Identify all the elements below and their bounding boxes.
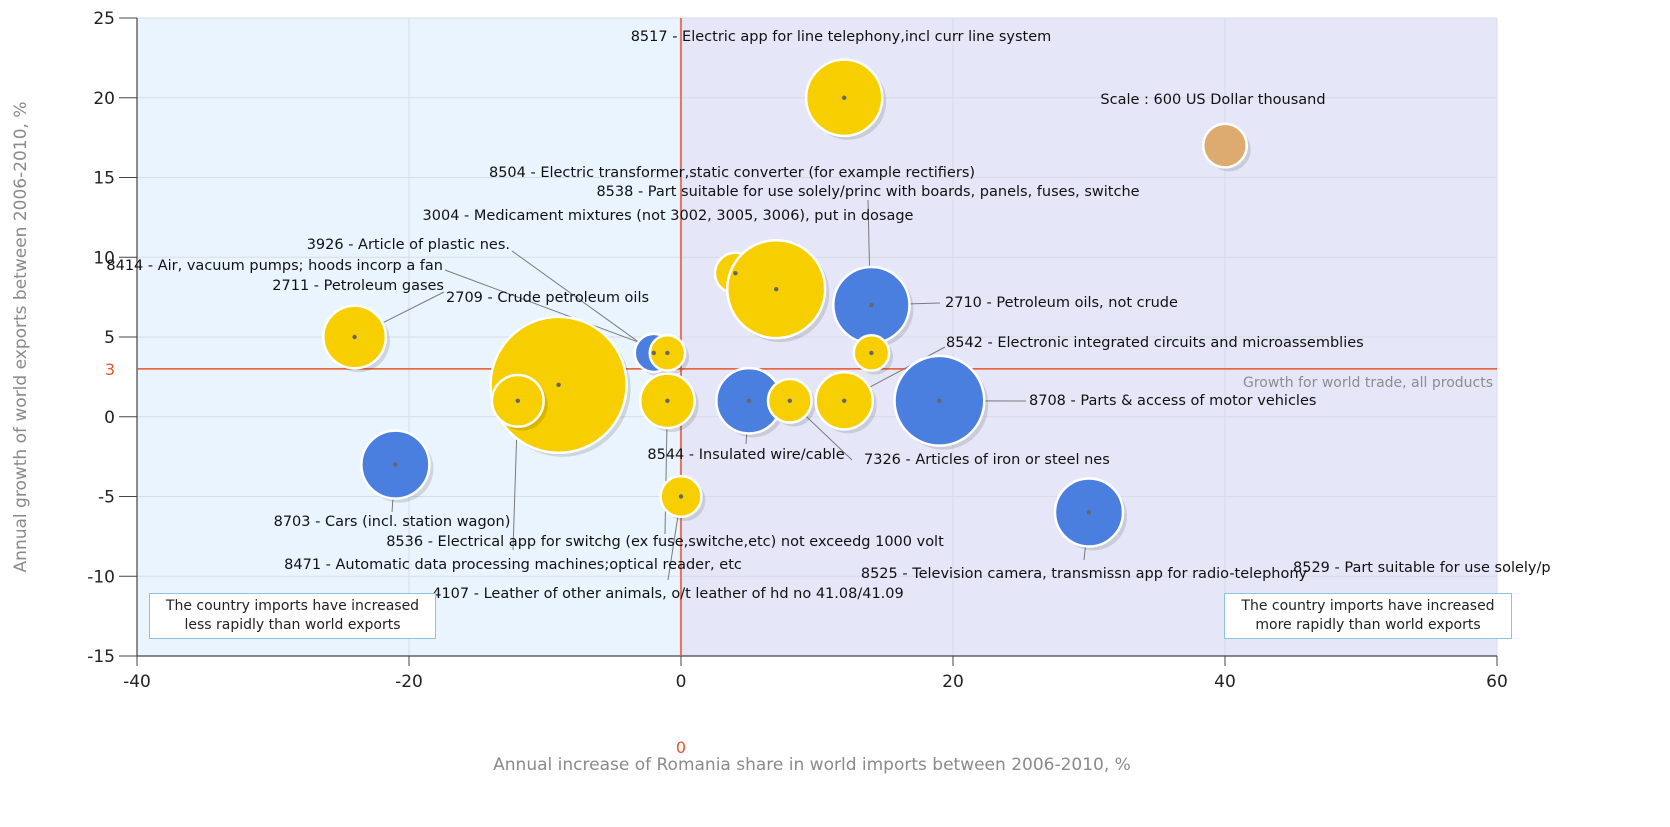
bubble-label: 8536 - Electrical app for switchg (ex fu…: [386, 534, 944, 550]
bubble-label: 7326 - Articles of iron or steel nes: [864, 452, 1110, 468]
bubble-center-dot: [733, 271, 738, 276]
bubble-center-dot: [842, 398, 847, 403]
bubble-label: 3004 - Medicament mixtures (not 3002, 30…: [423, 208, 914, 224]
y-tick-label: 15: [93, 169, 115, 189]
bubble-center-dot: [393, 462, 398, 467]
y-tick-label: 25: [93, 9, 115, 29]
bubble-label: 2709 - Crude petroleum oils: [446, 290, 649, 306]
quadrant-note-left-line-1: The country imports have increased: [165, 598, 420, 614]
x-tick-label: 60: [1486, 672, 1508, 692]
y-tick-label: 0: [104, 408, 115, 428]
ref-line-x-label: 0: [676, 738, 686, 757]
y-tick-label: 20: [93, 89, 115, 109]
bubble-label: 2711 - Petroleum gases: [272, 278, 444, 294]
bubbles: [322, 58, 1311, 626]
y-tick-label: 5: [104, 328, 115, 348]
bubble-label: 8538 - Part suitable for use solely/prin…: [596, 184, 1139, 200]
quadrant-note-right-line-2: more rapidly than world exports: [1255, 617, 1481, 633]
bubble-center-dot: [665, 350, 670, 356]
x-tick-label: 40: [1214, 672, 1236, 692]
bubble-center-dot: [1086, 510, 1092, 515]
bubble-label: 8529 - Part suitable for use solely/p: [1293, 560, 1551, 576]
reference-lines: 3 0 Growth for world trade, all products: [105, 18, 1497, 757]
quadrant-note-right-line-1: The country imports have increased: [1241, 598, 1495, 614]
bubble-center-dot: [937, 398, 942, 403]
bubble-center-dot: [746, 398, 752, 403]
bubble-center-dot: [556, 382, 561, 388]
bubble-label: 8542 - Electronic integrated circuits an…: [946, 335, 1364, 351]
quadrant-note-right: The country imports have increased more …: [1224, 593, 1512, 639]
bubble-center-dot: [787, 398, 792, 403]
x-tick-label: -40: [123, 672, 151, 692]
bubble-label: 4107 - Leather of other animals, o/t lea…: [432, 586, 904, 602]
scale-note: Scale : 600 US Dollar thousand: [1100, 92, 1325, 108]
bubble-label: 8471 - Automatic data processing machine…: [284, 557, 742, 573]
bubble-label: 8414 - Air, vacuum pumps; hoods incorp a…: [106, 258, 443, 274]
bubble-label: 8544 - Insulated wire/cable: [647, 447, 844, 463]
bubble-label: 8517 - Electric app for line telephony,i…: [631, 29, 1052, 45]
label-leader-line: [511, 250, 655, 354]
axes: -15 -10 -5 0 5 10 15 20 25 -40 -20 0 20 40 60: [87, 9, 1508, 692]
bubble-center-dot: [665, 398, 670, 403]
x-tick-label: 20: [942, 672, 964, 692]
x-tick-label: -20: [395, 672, 423, 692]
bubble-label: 8708 - Parts & access of motor vehicles: [1029, 393, 1316, 409]
bubble-centers: [352, 95, 1296, 611]
ref-line-y-label: 3: [105, 360, 115, 379]
bubble-label: 3926 - Article of plastic nes.: [307, 237, 510, 253]
y-tick-label: -5: [98, 488, 115, 508]
label-leader-line: [444, 269, 668, 354]
bubble-label: 8703 - Cars (incl. station wagon): [274, 514, 511, 530]
bubble-center-dot: [869, 302, 874, 308]
bubble-center-dot: [678, 494, 684, 499]
bubble-label: 8525 - Television camera, transmissn app…: [861, 566, 1308, 582]
quadrant-note-left-line-2: less rapidly than world exports: [184, 617, 401, 633]
bubble-center-dot: [869, 350, 874, 356]
bubble-center-dot: [842, 95, 847, 100]
bubble-center-dot: [515, 398, 520, 403]
bubble-labels: 8517 - Electric app for line telephony,i…: [106, 29, 1550, 602]
y-tick-label: -15: [87, 647, 115, 667]
bubble-label: 8504 - Electric transformer,static conve…: [489, 165, 975, 181]
bubble-center-dot: [774, 286, 779, 292]
quadrant-note-left: The country imports have increased less …: [149, 593, 436, 639]
y-tick-label: 10: [93, 248, 115, 268]
y-tick-label: -10: [87, 567, 115, 587]
ref-line-y-caption: Growth for world trade, all products: [1243, 375, 1493, 391]
bubble-point: [1201, 122, 1249, 169]
x-axis-title: Annual increase of Romania share in worl…: [493, 755, 1131, 775]
y-axis-title: Annual growth of world exports between 2…: [11, 102, 31, 573]
bubble-center-dot: [651, 350, 656, 356]
bubble-center-dot: [352, 334, 357, 340]
x-tick-label: 0: [676, 672, 687, 692]
bubble-label: 2710 - Petroleum oils, not crude: [945, 295, 1178, 311]
